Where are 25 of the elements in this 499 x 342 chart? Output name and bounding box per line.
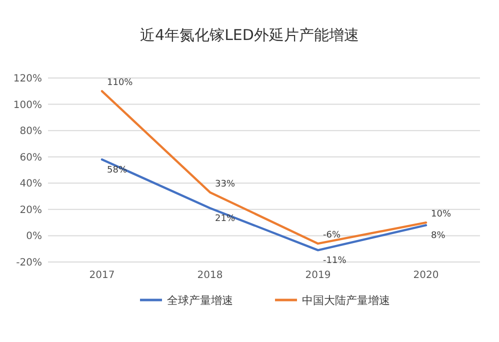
- y-tick-label: 100%: [13, 100, 42, 111]
- y-tick-label: 120%: [13, 74, 42, 84]
- data-label: -6%: [323, 230, 341, 241]
- legend-label: 全球产量增速: [167, 294, 233, 307]
- legend-label: 中国大陆产量增速: [302, 294, 390, 307]
- data-label: 58%: [107, 165, 128, 176]
- x-tick-label: 2017: [89, 270, 115, 281]
- x-tick-label: 2019: [305, 270, 331, 281]
- line-series: [100, 158, 428, 252]
- x-tick-label: 2018: [197, 270, 223, 281]
- data-label: 110%: [107, 78, 134, 88]
- data-label: 10%: [431, 210, 452, 220]
- y-tick-label: 20%: [20, 204, 42, 216]
- y-tick-label: 0%: [26, 231, 42, 242]
- data-label: 33%: [215, 179, 236, 190]
- data-label: -11%: [323, 256, 347, 266]
- x-tick-label: 2020: [413, 270, 439, 281]
- data-label: 8%: [431, 231, 446, 242]
- line-series: [100, 90, 428, 245]
- chart-title: 近4年氮化镓LED外延片产能增速: [140, 26, 359, 44]
- y-tick-label: -20%: [16, 258, 42, 268]
- y-tick-label: 80%: [20, 126, 42, 138]
- y-tick-label: 40%: [20, 178, 42, 190]
- y-tick-label: 60%: [20, 152, 42, 164]
- data-label: 21%: [215, 214, 236, 224]
